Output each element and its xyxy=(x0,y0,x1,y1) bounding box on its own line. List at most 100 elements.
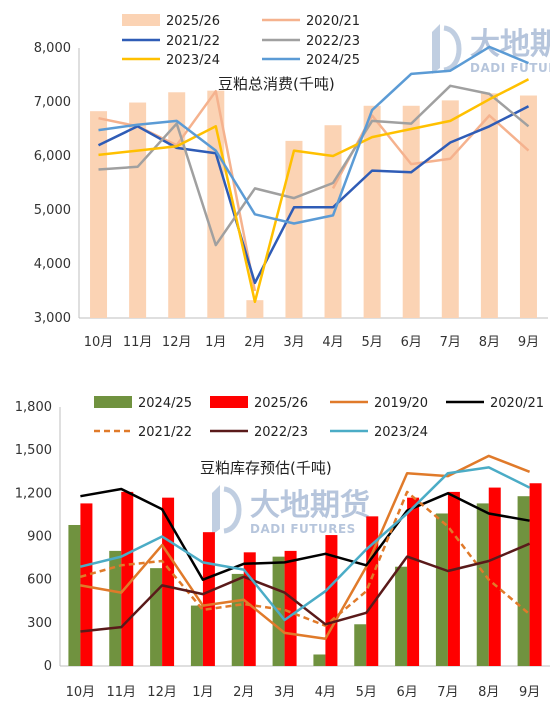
chart1-x-tick-label: 10月 xyxy=(84,335,114,350)
chart2-bar-2024-25 xyxy=(109,550,122,666)
chart2-watermark-en: DADI FUTURES xyxy=(250,522,356,536)
chart1-line-2023-24 xyxy=(98,78,530,304)
chart2-legend-item: 2019/20 xyxy=(330,396,428,411)
chart2-bar-2024-25 xyxy=(190,605,203,666)
chart1-bar-2025-26 xyxy=(285,140,303,318)
chart1-x-tick-label: 7月 xyxy=(440,335,461,350)
chart2-y-tick-label: 600 xyxy=(27,573,52,588)
chart2-bar-2025-26 xyxy=(162,497,175,666)
chart1-bar-2025-26 xyxy=(519,95,537,319)
chart2-y-tick-label: 300 xyxy=(27,616,52,631)
chart1-watermark-en: DADI FUTURES xyxy=(470,61,550,75)
chart2-y-tick-label: 0 xyxy=(44,659,52,674)
chart2-legend-item: 2021/22 xyxy=(94,425,192,440)
chart2-bar-2025-26 xyxy=(366,516,379,666)
chart1-x-tick-label: 4月 xyxy=(322,335,343,350)
chart2-bar-2024-25 xyxy=(150,568,163,666)
chart1-legend-label: 2021/22 xyxy=(166,34,220,49)
chart1-y-tick-label: 6,000 xyxy=(34,149,71,164)
chart1-title: 豆粕总消费(千吨) xyxy=(218,75,335,93)
chart1-line-2021-22 xyxy=(97,105,530,285)
chart1-x-tick-label: 9月 xyxy=(518,335,539,350)
chart1-bar-2025-26 xyxy=(402,105,420,318)
chart2-bar-2025-26 xyxy=(407,497,420,666)
chart2-x-tick-label: 10月 xyxy=(66,685,96,700)
chart1-watermark-logo-icon xyxy=(432,24,440,74)
chart2-bar-2025-26 xyxy=(488,487,501,666)
chart1-x-tick-label: 1月 xyxy=(205,335,226,350)
chart2-bar-2024-25 xyxy=(313,654,326,666)
chart1-y-tick-label: 3,000 xyxy=(34,311,71,326)
chart2-bar-2025-26 xyxy=(529,483,542,666)
chart2-title: 豆粕库存预估(千吨) xyxy=(200,459,332,477)
chart2-legend-label: 2022/23 xyxy=(254,425,308,440)
chart1-legend-label: 2020/21 xyxy=(306,14,360,29)
chart2-legend-swatch xyxy=(94,396,132,408)
chart1-bar-2025-26 xyxy=(324,125,342,318)
chart2-bar-2025-26 xyxy=(447,491,460,666)
chart2-x-tick-label: 11月 xyxy=(106,685,136,700)
chart1-bar-2025-26 xyxy=(480,93,498,318)
chart2-legend-label: 2019/20 xyxy=(374,396,428,411)
chart1-bar-2025-26 xyxy=(129,102,147,318)
chart1-legend-swatch xyxy=(122,14,160,26)
chart1-x-tick-label: 8月 xyxy=(479,335,500,350)
chart1-bar-2025-26 xyxy=(246,300,264,318)
chart1-y-tick-label: 4,000 xyxy=(34,257,71,272)
chart2-bar-2025-26 xyxy=(202,532,215,666)
chart1-x-tick-label: 12月 xyxy=(162,335,192,350)
chart2-legend-label: 2023/24 xyxy=(374,425,428,440)
chart2-y-tick-label: 1,200 xyxy=(15,486,52,501)
chart1-legend-label: 2025/26 xyxy=(166,14,220,29)
chart1-legend-label: 2023/24 xyxy=(166,53,220,68)
chart2-watermark-logo-icon xyxy=(212,485,220,535)
chart1-legend-item: 2024/25 xyxy=(262,53,360,68)
chart1-y-tick-label: 7,000 xyxy=(34,95,71,110)
chart2-bar-2024-25 xyxy=(354,624,367,666)
chart2-legend-item: 2025/26 xyxy=(210,396,308,411)
chart1-legend-label: 2022/23 xyxy=(306,34,360,49)
chart2-legend-label: 2024/25 xyxy=(138,396,192,411)
chart2-y-tick-label: 900 xyxy=(27,530,52,545)
chart2-x-tick-label: 4月 xyxy=(315,685,336,700)
chart1-x-tick-label: 11月 xyxy=(123,335,153,350)
chart2-legend-label: 2020/21 xyxy=(490,396,544,411)
chart1-x-tick-label: 5月 xyxy=(361,335,382,350)
chart1-legend-label: 2024/25 xyxy=(306,53,360,68)
chart2-legend-item: 2020/21 xyxy=(446,396,544,411)
chart2-bar-2024-25 xyxy=(435,513,448,666)
chart2-bar-2024-25 xyxy=(231,573,244,666)
chart1-legend-item: 2023/24 xyxy=(122,53,220,68)
chart2-x-tick-label: 12月 xyxy=(147,685,177,700)
chart2-bar-2024-25 xyxy=(395,566,408,666)
chart2-x-tick-label: 5月 xyxy=(356,685,377,700)
chart2-bar-2025-26 xyxy=(284,550,297,666)
chart2-bar-2025-26 xyxy=(80,503,93,666)
chart1-legend-item: 2020/21 xyxy=(262,14,360,29)
chart1-y-tick-label: 5,000 xyxy=(34,203,71,218)
chart2-x-tick-label: 9月 xyxy=(519,685,540,700)
chart1-bar-2025-26 xyxy=(363,105,381,318)
chart2-x-tick-label: 3月 xyxy=(274,685,295,700)
chart2-x-tick-label: 6月 xyxy=(396,685,417,700)
chart2-bar-2024-25 xyxy=(476,503,489,666)
chart2-y-tick-label: 1,500 xyxy=(15,443,52,458)
chart1-x-tick-label: 2月 xyxy=(244,335,265,350)
chart2-legend-label: 2021/22 xyxy=(138,425,192,440)
chart2-line-2022-23 xyxy=(80,542,531,633)
chart2-line-2019-20 xyxy=(80,454,531,640)
chart2-watermark-cn: 大地期货 xyxy=(250,488,370,523)
chart2-x-tick-label: 2月 xyxy=(233,685,254,700)
chart1-bar-2025-26 xyxy=(90,111,108,319)
chart1-line-2024-25 xyxy=(98,45,529,225)
chart2-x-tick-label: 7月 xyxy=(437,685,458,700)
chart2-legend-item: 2022/23 xyxy=(210,425,308,440)
chart1-legend-item: 2022/23 xyxy=(262,34,360,49)
chart2-x-tick-label: 1月 xyxy=(192,685,213,700)
chart1-x-tick-label: 3月 xyxy=(283,335,304,350)
chart1-legend-item: 2021/22 xyxy=(122,34,220,49)
